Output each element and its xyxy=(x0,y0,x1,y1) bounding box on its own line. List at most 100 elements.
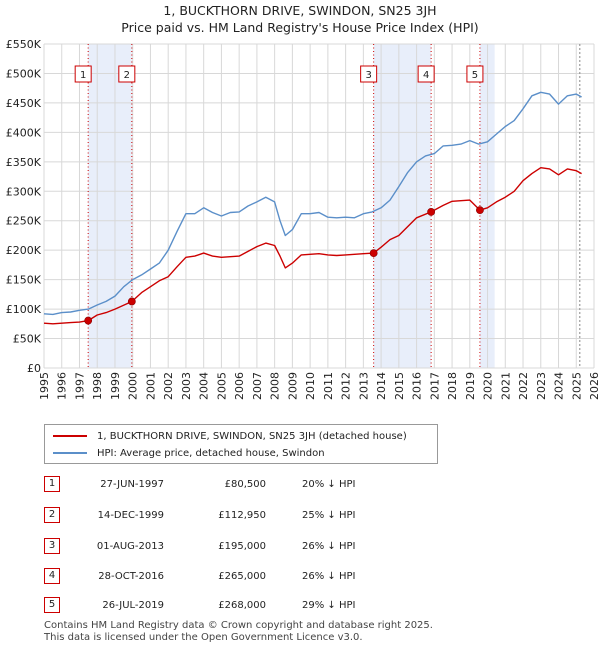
x-tick-label: 2004 xyxy=(198,372,211,400)
x-tick-label: 2018 xyxy=(446,372,459,400)
x-tick-label: 2011 xyxy=(322,372,335,400)
sale-hpi-diff: 20% ↓ HPI xyxy=(302,479,356,490)
legend-label-hpi: HPI: Average price, detached house, Swin… xyxy=(97,447,325,459)
x-tick-label: 2026 xyxy=(588,372,600,400)
y-tick-label: £450K xyxy=(6,97,42,110)
x-tick-label: 1999 xyxy=(109,372,122,400)
legend-label-property: 1, BUCKTHORN DRIVE, SWINDON, SN25 3JH (d… xyxy=(97,430,407,442)
legend-swatch-hpi xyxy=(53,452,87,454)
legend-item-property: 1, BUCKTHORN DRIVE, SWINDON, SN25 3JH (d… xyxy=(53,428,407,444)
x-tick-label: 2003 xyxy=(180,372,193,400)
x-tick-label: 1998 xyxy=(91,372,104,400)
highlight-band xyxy=(88,44,132,368)
x-tick-label: 2009 xyxy=(286,372,299,400)
sale-label-box xyxy=(417,65,435,83)
sale-point xyxy=(369,249,378,258)
footer-copyright: Contains HM Land Registry data © Crown c… xyxy=(44,620,433,631)
highlight-bands xyxy=(88,44,495,368)
x-tick-label: 2016 xyxy=(411,372,424,400)
sale-label-text: 1 xyxy=(80,70,86,81)
sale-labels: 1 2 3 4 5 xyxy=(74,65,484,83)
sale-point xyxy=(127,297,136,306)
x-tick-label: 1997 xyxy=(73,372,86,400)
x-tick-label: 2005 xyxy=(215,372,228,400)
sale-points xyxy=(84,206,484,325)
x-tick-label: 2024 xyxy=(553,372,566,400)
sale-price: £112,950 xyxy=(218,510,266,521)
y-tick-label: £100K xyxy=(6,303,42,316)
sale-hpi-diff: 29% ↓ HPI xyxy=(302,600,356,611)
x-tick-label: 2012 xyxy=(340,372,353,400)
sale-number-badge: 2 xyxy=(44,507,60,523)
sale-hpi-diff: 25% ↓ HPI xyxy=(302,510,356,521)
sale-marker-lines xyxy=(87,44,581,368)
y-tick-label: £500K xyxy=(6,67,42,80)
sale-price: £268,000 xyxy=(218,600,266,611)
sale-label-box xyxy=(118,65,136,83)
x-tick-label: 2022 xyxy=(517,372,530,400)
x-tick-label: 2019 xyxy=(464,372,477,400)
y-tick-label: £350K xyxy=(6,156,42,169)
x-tick-label: 2000 xyxy=(127,372,140,400)
plot-area xyxy=(44,44,594,368)
sale-hpi-diff: 26% ↓ HPI xyxy=(302,541,356,552)
sale-point xyxy=(427,207,436,216)
chart-subtitle: Price paid vs. HM Land Registry's House … xyxy=(121,20,479,35)
x-tick-label: 2007 xyxy=(251,372,264,400)
table-row: 4 28-OCT-2016 £265,000 26% ↓ HPI xyxy=(44,568,464,588)
y-tick-label: £50K xyxy=(13,333,42,346)
grid-lines xyxy=(43,43,595,369)
legend-swatch-property xyxy=(53,435,87,437)
y-tick-label: £150K xyxy=(6,274,42,287)
sale-number-badge: 1 xyxy=(44,476,60,492)
x-tick-label: 2015 xyxy=(393,372,406,400)
sale-date: 26-JUL-2019 xyxy=(102,600,164,611)
x-tick-label: 2021 xyxy=(499,372,512,400)
sale-price: £265,000 xyxy=(218,571,266,582)
sale-price: £195,000 xyxy=(218,541,266,552)
x-tick-label: 2014 xyxy=(375,372,388,400)
table-row: 1 27-JUN-1997 £80,500 20% ↓ HPI xyxy=(44,476,464,496)
y-tick-label: £550K xyxy=(6,38,42,51)
sale-date: 27-JUN-1997 xyxy=(100,479,164,490)
y-tick-label: £300K xyxy=(6,185,42,198)
series-lines xyxy=(43,91,582,325)
sale-date: 01-AUG-2013 xyxy=(96,541,164,552)
sale-label-text: 5 xyxy=(472,70,478,81)
sale-number-badge: 4 xyxy=(44,568,60,584)
sale-price: £80,500 xyxy=(224,479,266,490)
x-tick-label: 2001 xyxy=(144,372,157,400)
table-row: 5 26-JUL-2019 £268,000 29% ↓ HPI xyxy=(44,597,464,617)
legend: 1, BUCKTHORN DRIVE, SWINDON, SN25 3JH (d… xyxy=(44,424,438,464)
x-tick-label: 2010 xyxy=(304,372,317,400)
sale-label-text: 4 xyxy=(423,70,429,81)
property-line xyxy=(43,166,582,325)
y-tick-label: £200K xyxy=(6,244,42,257)
sale-label-text: 2 xyxy=(124,70,130,81)
sale-hpi-diff: 26% ↓ HPI xyxy=(302,571,356,582)
y-tick-label: £250K xyxy=(6,215,42,228)
x-tick-label: 2013 xyxy=(357,372,370,400)
table-row: 2 14-DEC-1999 £112,950 25% ↓ HPI xyxy=(44,507,464,527)
sale-label-text: 3 xyxy=(365,70,371,81)
x-tick-label: 1996 xyxy=(56,372,69,400)
sale-point xyxy=(476,206,484,215)
hpi-line xyxy=(43,91,582,316)
sale-number-badge: 5 xyxy=(44,597,60,613)
sale-label-box xyxy=(74,65,92,83)
sale-date: 28-OCT-2016 xyxy=(98,571,164,582)
sale-number-badge: 3 xyxy=(44,538,60,554)
x-tick-label: 2006 xyxy=(233,372,246,400)
footer-licence: This data is licensed under the Open Gov… xyxy=(44,632,363,643)
x-tick-label: 2025 xyxy=(570,372,583,400)
chart-title: 1, BUCKTHORN DRIVE, SWINDON, SN25 3JH xyxy=(163,3,437,18)
table-row: 3 01-AUG-2013 £195,000 26% ↓ HPI xyxy=(44,538,464,558)
y-tick-label: £400K xyxy=(6,126,42,139)
y-tick-label: £0 xyxy=(27,362,41,375)
x-tick-label: 2023 xyxy=(535,372,548,400)
x-tick-label: 2008 xyxy=(269,372,282,400)
sale-date: 14-DEC-1999 xyxy=(97,510,164,521)
x-tick-label: 2017 xyxy=(428,372,441,400)
sale-point xyxy=(84,316,93,325)
x-tick-label: 1995 xyxy=(38,372,51,400)
